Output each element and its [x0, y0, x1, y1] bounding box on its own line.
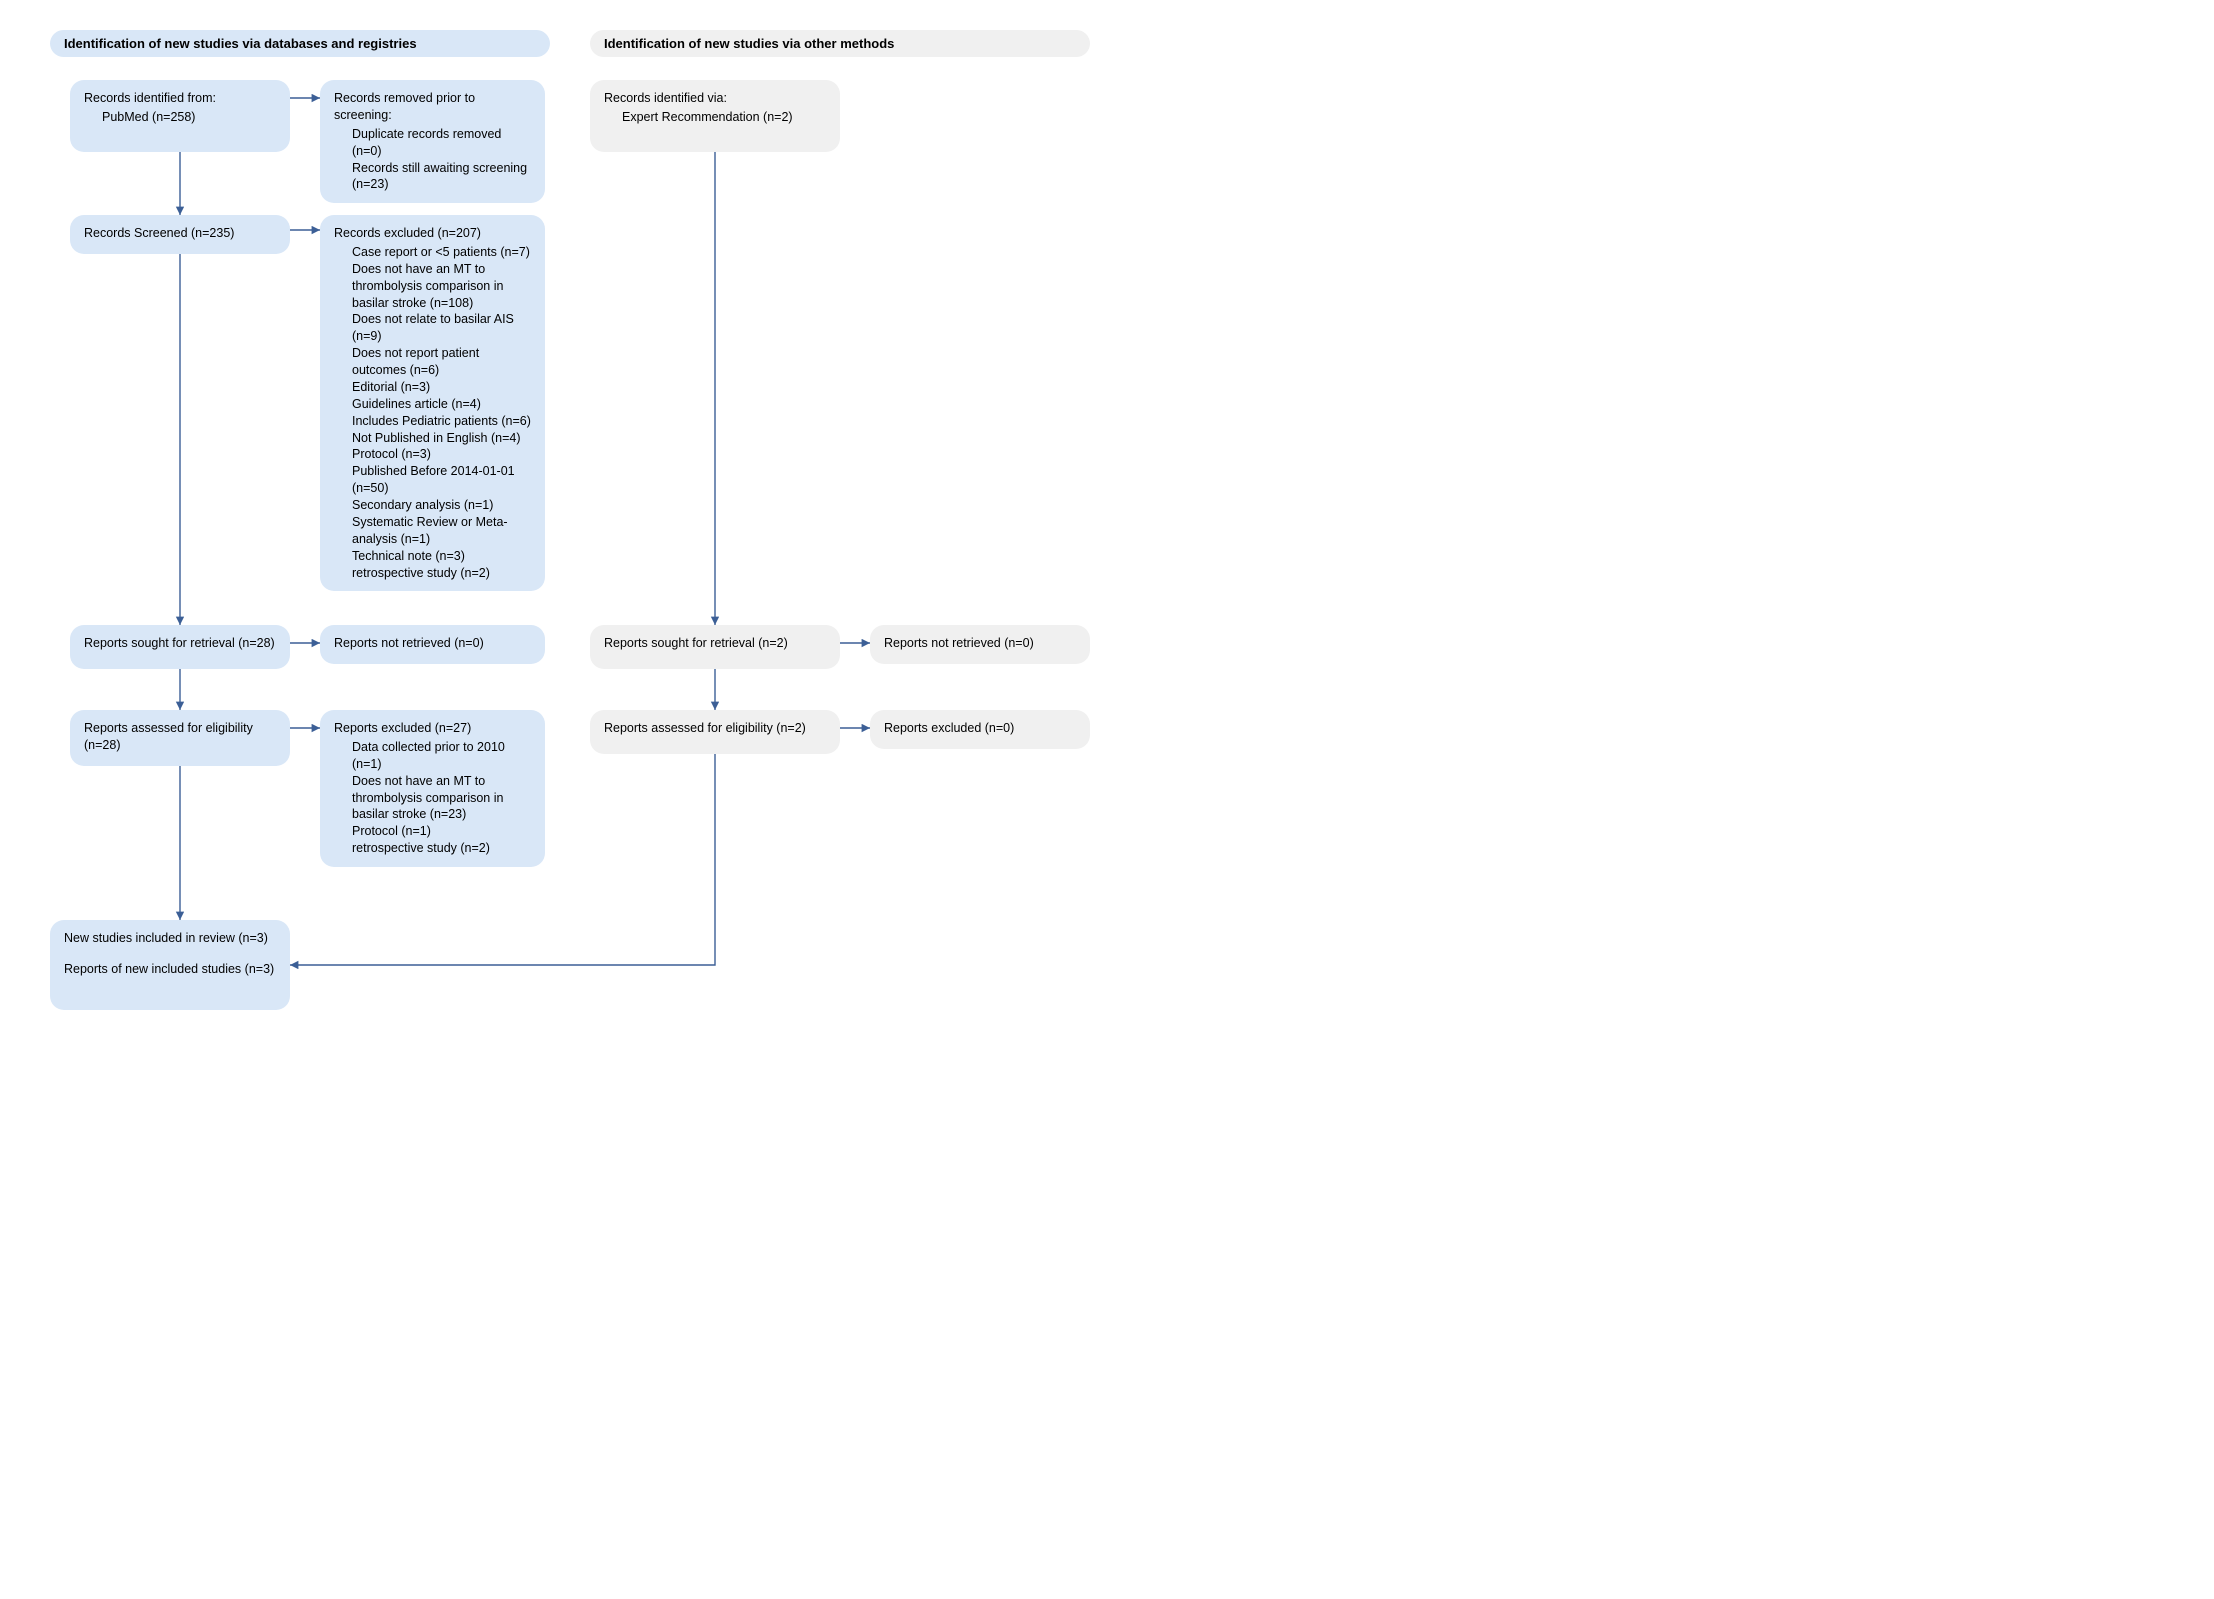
box-sub-item: Not Published in English (n=4): [352, 430, 531, 447]
box-b2: Records removed prior to screening:Dupli…: [320, 80, 545, 203]
box-sub-item: Duplicate records removed (n=0): [352, 126, 531, 160]
header-left: Identification of new studies via databa…: [50, 30, 550, 57]
box-title: New studies included in review (n=3): [64, 930, 276, 947]
box-sublist: PubMed (n=258): [84, 109, 276, 126]
box-title: Reports not retrieved (n=0): [884, 635, 1076, 652]
header-right: Identification of new studies via other …: [590, 30, 1090, 57]
box-sub-item: Data collected prior to 2010 (n=1): [352, 739, 531, 773]
box-sublist: Duplicate records removed (n=0)Records s…: [334, 126, 531, 194]
box-sub-item: Case report or <5 patients (n=7): [352, 244, 531, 261]
box-sub-item: Expert Recommendation (n=2): [622, 109, 826, 126]
box-sub-item: Guidelines article (n=4): [352, 396, 531, 413]
box-title: Records Screened (n=235): [84, 225, 276, 242]
box-sub-item: Protocol (n=1): [352, 823, 531, 840]
box-title: Reports not retrieved (n=0): [334, 635, 531, 652]
box-sub-item: Protocol (n=3): [352, 446, 531, 463]
box-title: Reports assessed for eligibility (n=2): [604, 720, 826, 737]
box-b4: Records Screened (n=235): [70, 215, 290, 254]
box-b5: Records excluded (n=207) Case report or <…: [320, 215, 545, 591]
box-b3: Records identified via: Expert Recommenda…: [590, 80, 840, 152]
box-title: Reports excluded (n=27): [334, 720, 531, 737]
box-sub-item: Does not relate to basilar AIS (n=9): [352, 311, 531, 345]
box-b8: Reports sought for retrieval (n=2): [590, 625, 840, 669]
box-title: Records removed prior to screening:: [334, 90, 531, 124]
box-b12: Reports assessed for eligibility (n=2): [590, 710, 840, 754]
box-title: Reports assessed for eligibility (n=28): [84, 720, 276, 754]
box-title: Reports sought for retrieval (n=28): [84, 635, 276, 652]
box-sub-item: retrospective study (n=2): [352, 840, 531, 857]
box-sub-item: Does not report patient outcomes (n=6): [352, 345, 531, 379]
box-b7: Reports not retrieved (n=0): [320, 625, 545, 664]
box-b11: Reports excluded (n=27) Data collected pr…: [320, 710, 545, 867]
box-sub-item: retrospective study (n=2): [352, 565, 531, 582]
box-sub-item: Editorial (n=3): [352, 379, 531, 396]
box-sub-item: Records still awaiting screening (n=23): [352, 160, 531, 194]
box-b1: Records identified from: PubMed (n=258): [70, 80, 290, 152]
flow-canvas: Identification of new studies via databa…: [30, 30, 1390, 1130]
box-sub-item: Does not have an MT to thrombolysis comp…: [352, 261, 531, 312]
box-sub-item: Published Before 2014-01-01 (n=50): [352, 463, 531, 497]
box-sublist: Case report or <5 patients (n=7)Does not…: [334, 244, 531, 582]
box-sub-item: Secondary analysis (n=1): [352, 497, 531, 514]
box-title: Reports excluded (n=0): [884, 720, 1076, 737]
box-sub-item: PubMed (n=258): [102, 109, 276, 126]
box-title: Records identified from:: [84, 90, 276, 107]
box-b6: Reports sought for retrieval (n=28): [70, 625, 290, 669]
box-sub-item: Includes Pediatric patients (n=6): [352, 413, 531, 430]
box-b10: Reports assessed for eligibility (n=28): [70, 710, 290, 766]
box-b9: Reports not retrieved (n=0): [870, 625, 1090, 664]
box-sub-item: Does not have an MT to thrombolysis comp…: [352, 773, 531, 824]
box-title: Reports sought for retrieval (n=2): [604, 635, 826, 652]
box-sublist: Data collected prior to 2010 (n=1)Does n…: [334, 739, 531, 857]
box-title: Records excluded (n=207): [334, 225, 531, 242]
box-title-2: Reports of new included studies (n=3): [64, 961, 276, 978]
box-sublist: Expert Recommendation (n=2): [604, 109, 826, 126]
box-title: Records identified via:: [604, 90, 826, 107]
box-b14: New studies included in review (n=3) Repo…: [50, 920, 290, 1010]
box-b13: Reports excluded (n=0): [870, 710, 1090, 749]
box-sub-item: Systematic Review or Meta-analysis (n=1): [352, 514, 531, 548]
box-sub-item: Technical note (n=3): [352, 548, 531, 565]
